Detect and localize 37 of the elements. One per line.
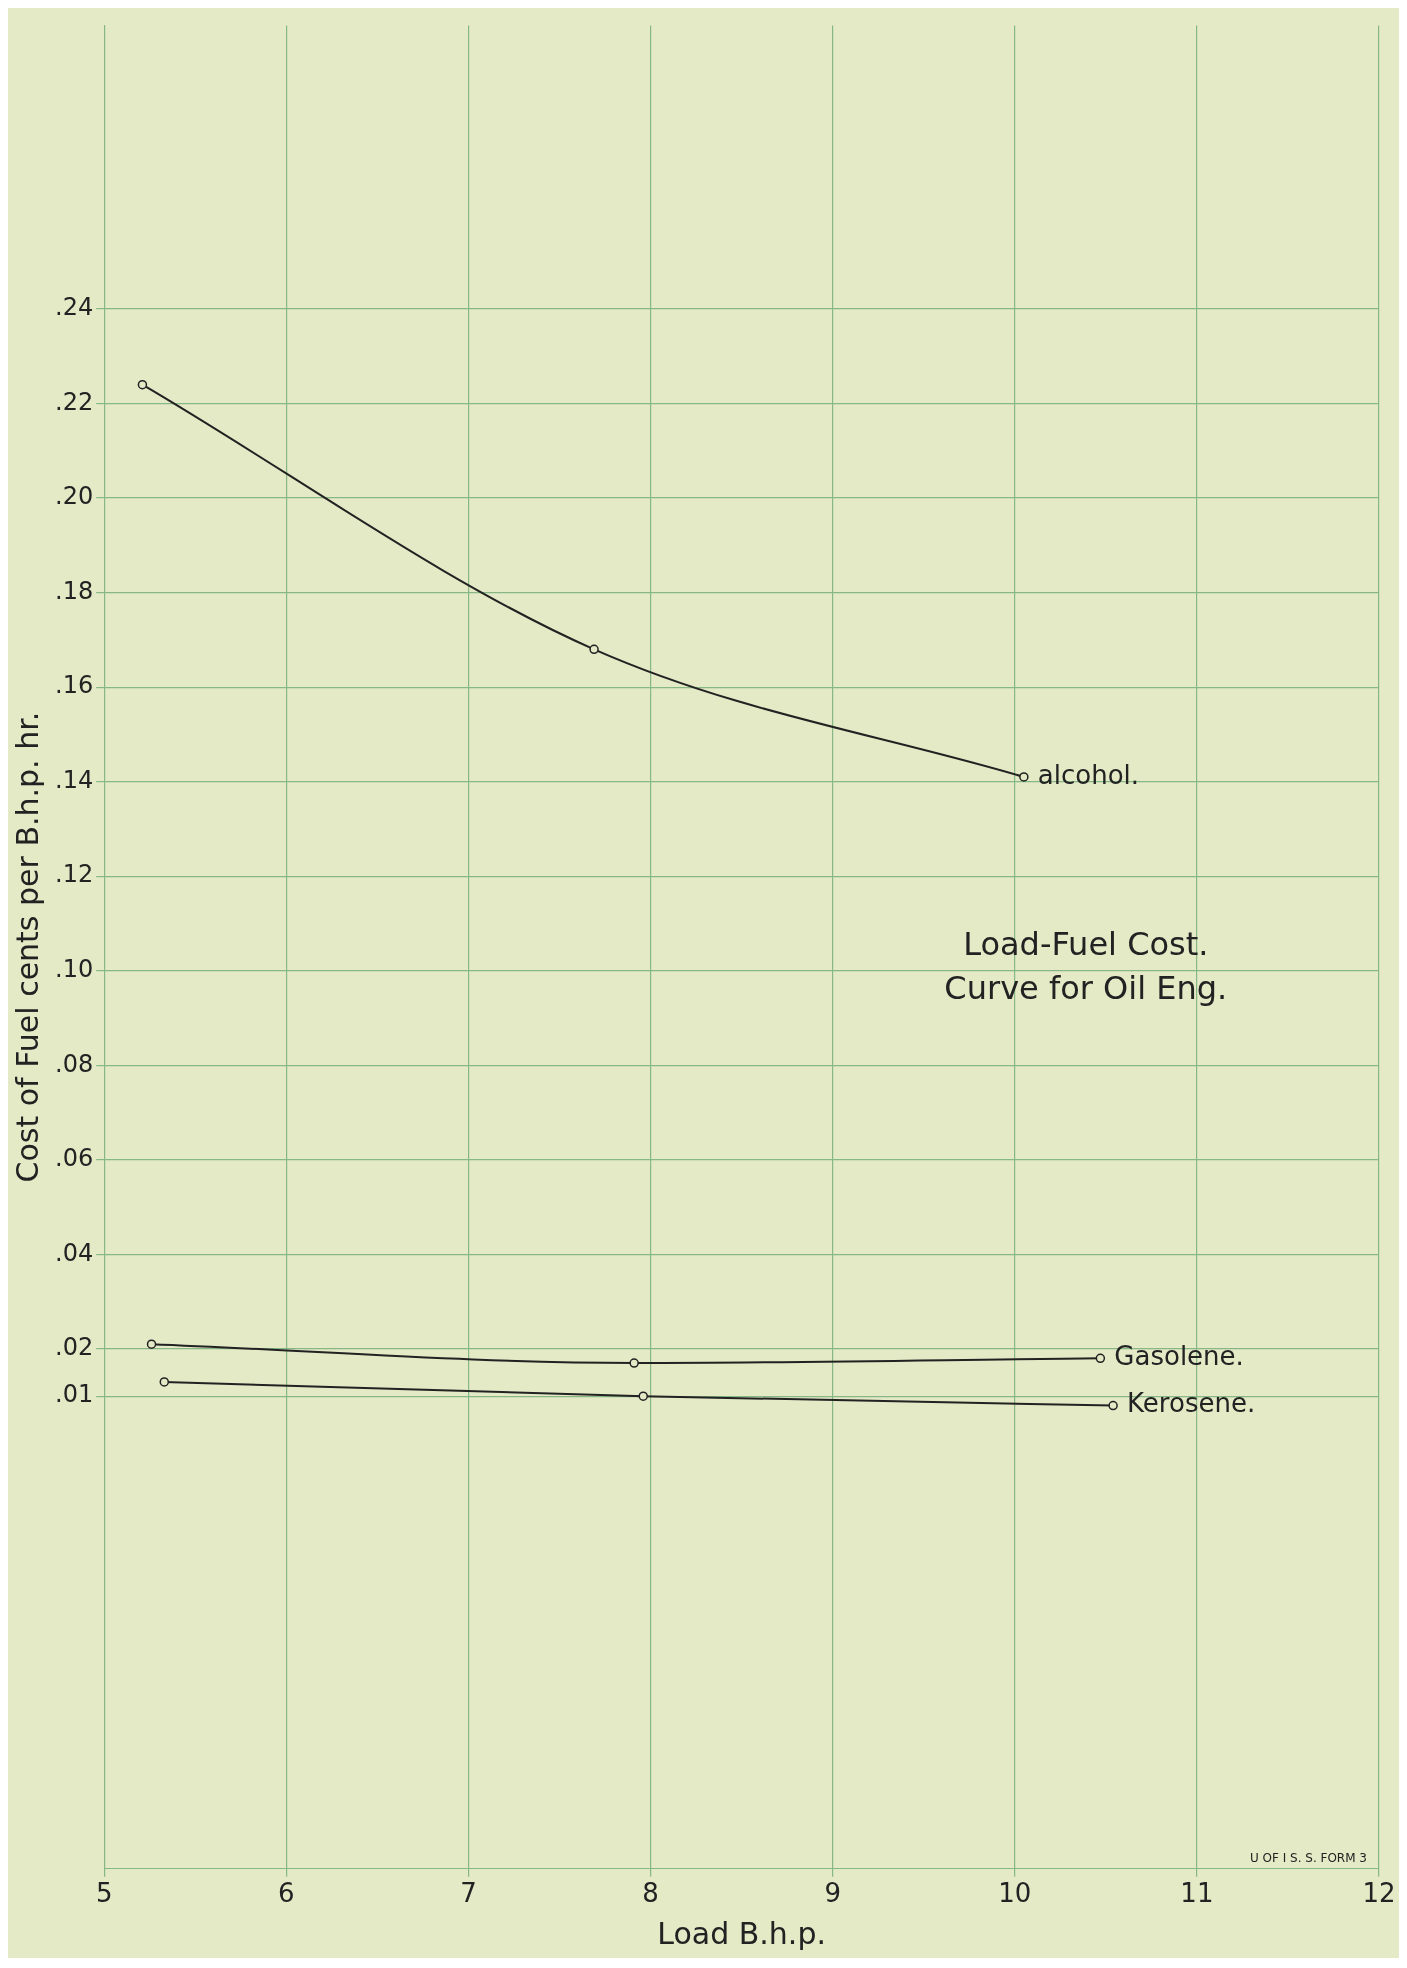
y-tick-label: .18 (55, 576, 94, 605)
x-tick-label: 9 (824, 1878, 841, 1909)
y-tick-label: .10 (55, 954, 94, 983)
series-label: Kerosene. (1127, 1388, 1256, 1419)
y-tick-label: .12 (55, 860, 94, 889)
y-tick-label: .01 (55, 1380, 94, 1409)
y-axis-title: Cost of Fuel cents per B.h.p. hr. (9, 711, 45, 1183)
point (589, 644, 599, 655)
y-tick-label: .04 (55, 1238, 94, 1267)
point (629, 1358, 639, 1368)
text: Load-Fuel Cost. Curve for Oil Eng. (944, 925, 1228, 1008)
x-tick-label: 11 (1180, 1878, 1214, 1909)
x-tick-label: 10 (998, 1878, 1032, 1909)
x-tick-label: 6 (278, 1878, 295, 1909)
point (1108, 1400, 1118, 1411)
point (1095, 1353, 1106, 1364)
x-axis-title: Load B.h.p. (657, 1915, 826, 1951)
series-label: Gasolene. (1114, 1341, 1244, 1372)
series-label: alcohol. (1037, 759, 1140, 790)
y-tick-label: .20 (55, 482, 94, 511)
y-tick-label: .06 (55, 1144, 94, 1173)
point (137, 379, 148, 390)
annotation: U OF I S. S. FORM 3 (1249, 1850, 1367, 1865)
x-tick-label: 12 (1362, 1878, 1396, 1909)
y-tick-label: .14 (55, 765, 94, 794)
x-tick-label: 8 (642, 1878, 659, 1909)
y-tick-label: .02 (55, 1333, 94, 1362)
point (1019, 772, 1029, 782)
y-tick-label: .16 (55, 671, 94, 700)
x-tick-label: 5 (95, 1878, 113, 1909)
point (638, 1391, 648, 1401)
y-tick-label: .22 (55, 387, 94, 416)
point (146, 1339, 157, 1349)
y-tick-label: .08 (55, 1049, 94, 1078)
x-tick-label: 7 (460, 1878, 477, 1909)
y-tick-label: .24 (55, 293, 94, 322)
point (159, 1377, 170, 1387)
